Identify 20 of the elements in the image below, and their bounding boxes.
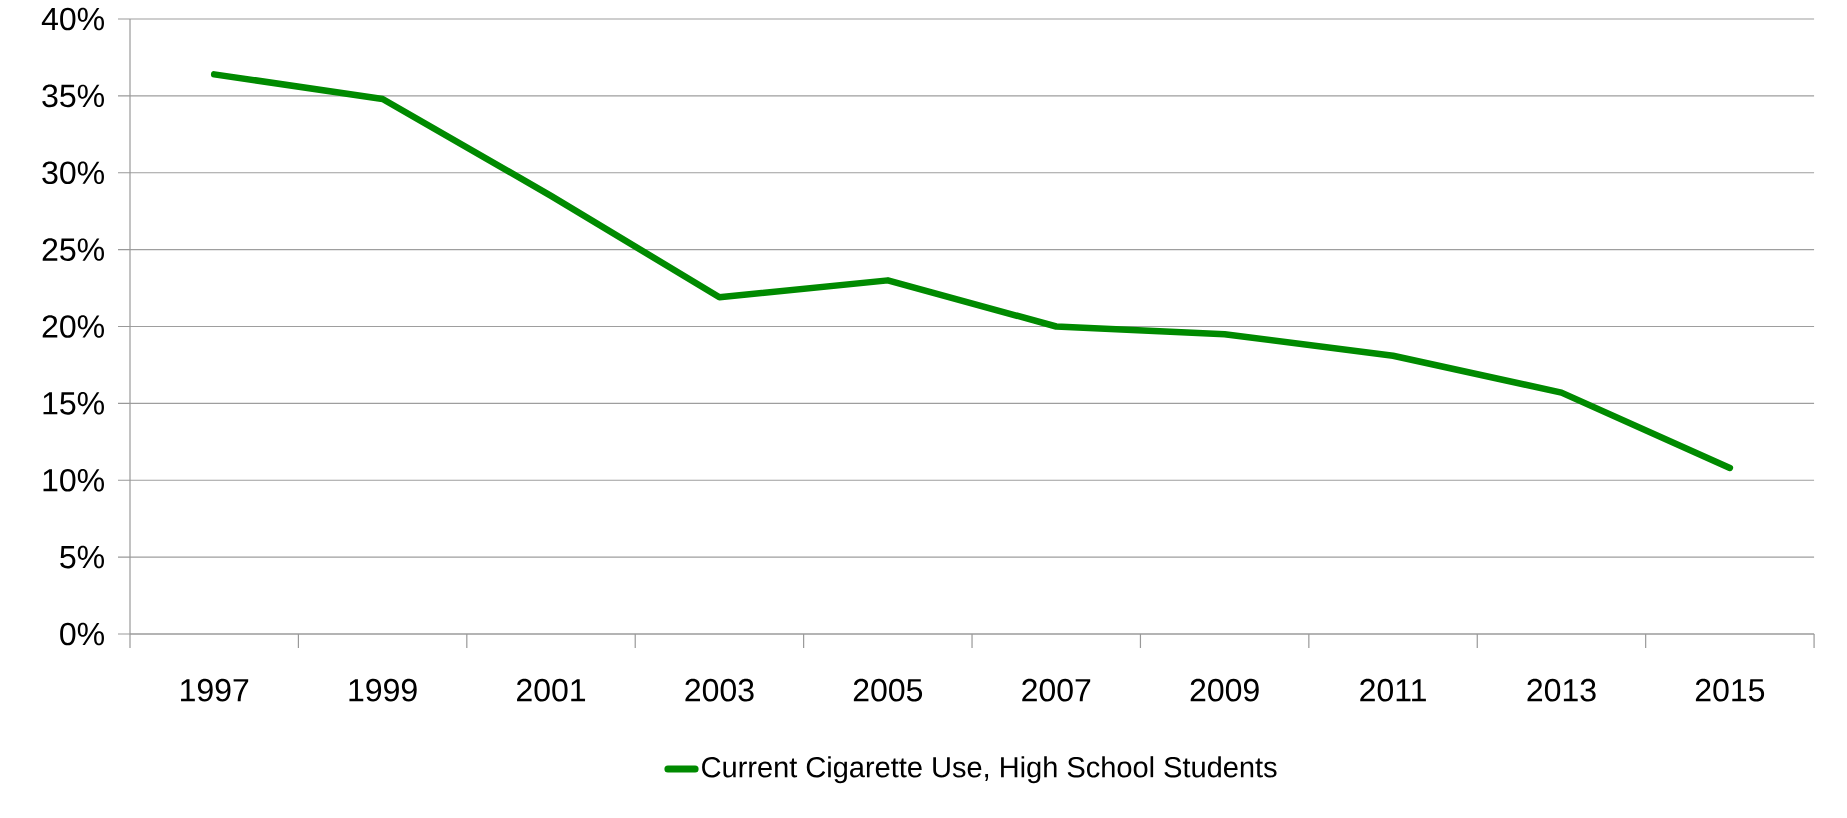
legend-label: Current Cigarette Use, High School Students [702, 756, 1277, 784]
x-tick-label: 2013 [1527, 678, 1596, 702]
x-tick-label: 2015 [1695, 678, 1765, 702]
y-tick-label: 15% [43, 392, 104, 415]
x-tick-label: 2007 [1022, 678, 1091, 702]
x-tick-label: 2009 [1190, 678, 1259, 702]
x-tick-label: 2005 [853, 678, 923, 702]
x-tick-label: 1997 [181, 678, 249, 702]
x-tick-label: 2001 [517, 678, 586, 702]
y-tick-label: 40% [41, 7, 104, 31]
y-tick-label: 25% [42, 238, 104, 261]
x-tick-label: 1999 [349, 678, 417, 702]
y-tick-label: 10% [43, 468, 104, 492]
y-tick-label: 30% [42, 161, 104, 185]
y-tick-label: 0% [60, 622, 104, 646]
y-tick-label: 5% [60, 545, 104, 569]
x-tick-label: 2011 [1360, 678, 1426, 702]
y-tick-label: 35% [42, 84, 104, 108]
x-tick-label: 2003 [685, 678, 754, 702]
y-tick-label: 20% [42, 315, 104, 338]
